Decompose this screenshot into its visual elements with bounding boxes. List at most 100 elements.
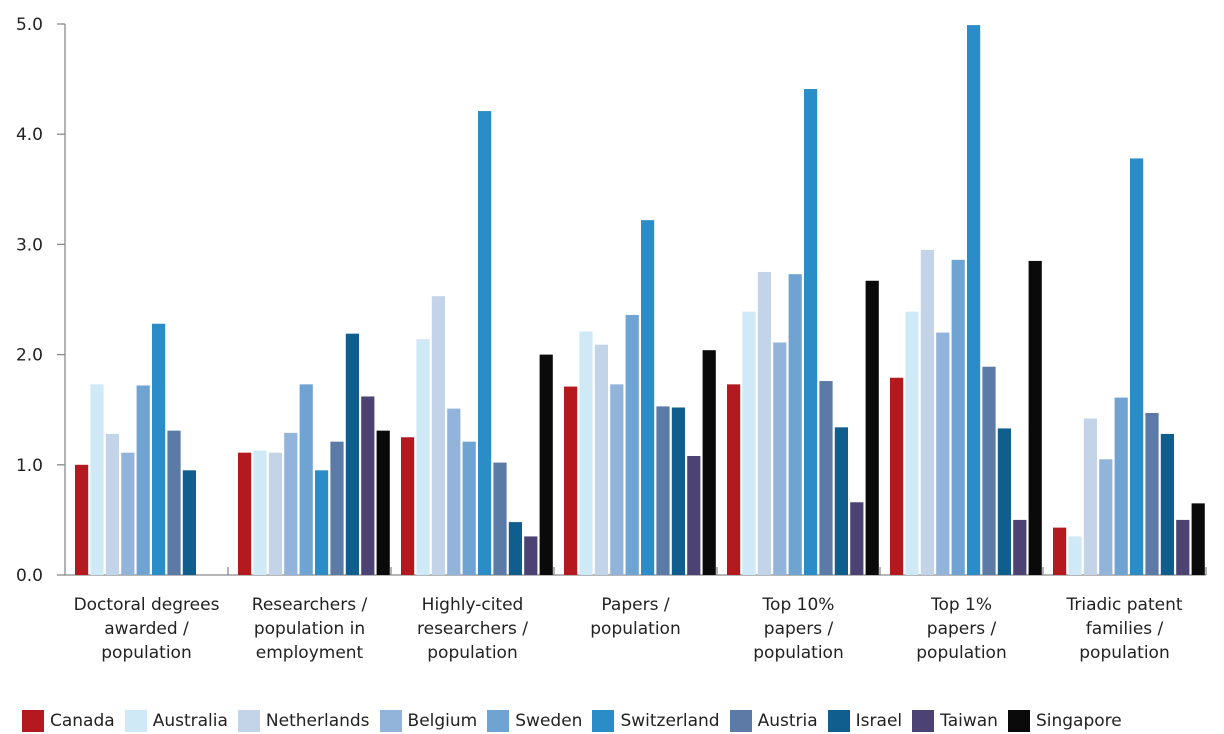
category-label-line: Top 1%	[930, 595, 992, 615]
bar-australia-6	[905, 311, 919, 575]
legend-item-taiwan: Taiwan	[912, 710, 998, 732]
legend-swatch	[379, 710, 402, 732]
bar-canada-4	[564, 386, 578, 575]
y-tick-label: 1.0	[16, 456, 43, 476]
legend-item-belgium: Belgium	[379, 710, 477, 732]
bar-canada-1	[75, 464, 89, 575]
bar-sweden-4	[625, 314, 639, 575]
bar-israel-6	[997, 428, 1011, 575]
bar-singapore-2	[376, 430, 390, 575]
bar-netherlands-1	[105, 433, 119, 575]
bar-singapore-3	[539, 354, 553, 575]
bar-sweden-1	[136, 385, 150, 575]
legend-swatch	[22, 710, 44, 732]
bar-netherlands-7	[1083, 418, 1097, 575]
bar-taiwan-7	[1176, 519, 1190, 575]
bar-netherlands-3	[431, 296, 445, 575]
category-label-line: Highly-cited	[422, 595, 524, 615]
category-label-line: population	[590, 619, 680, 639]
category-label-line: Researchers /	[252, 595, 368, 615]
category-label: Papers / population	[590, 595, 680, 639]
bar-switzerland-7	[1130, 158, 1144, 575]
bar-singapore-4	[702, 350, 716, 575]
bar-sweden-7	[1114, 397, 1128, 575]
category-label-line: population in	[254, 619, 365, 639]
legend-label: Australia	[152, 711, 228, 731]
bar-austria-7	[1145, 413, 1159, 575]
bar-netherlands-6	[920, 249, 934, 575]
legend-item-australia: Australia	[124, 710, 228, 732]
bar-belgium-7	[1099, 459, 1113, 575]
legend-item-sweden: Sweden	[487, 710, 582, 732]
bar-netherlands-5	[757, 271, 771, 575]
legend-label: Taiwan	[940, 711, 998, 731]
legend-swatch	[592, 710, 615, 732]
legend-swatch	[237, 710, 260, 732]
legend-item-austria: Austria	[729, 710, 818, 732]
bar-switzerland-4	[641, 220, 655, 575]
bar-switzerland-2	[315, 470, 329, 575]
y-tick-label: 0.0	[16, 566, 43, 586]
y-tick-label: 3.0	[16, 235, 43, 255]
legend-label: Canada	[50, 711, 115, 731]
legend-label: Switzerland	[620, 711, 720, 731]
bar-austria-4	[656, 406, 670, 575]
bar-netherlands-4	[594, 344, 608, 575]
y-tick-label: 5.0	[16, 15, 43, 35]
legend-swatch	[912, 710, 935, 732]
bar-belgium-5	[773, 342, 787, 575]
category-label: Researchers / population in employment	[252, 595, 368, 663]
category-label-line: Doctoral degrees	[74, 595, 220, 615]
legend-label: Netherlands	[265, 711, 370, 731]
category-label: Triadic patent families / population	[1065, 595, 1182, 663]
bar-australia-7	[1068, 536, 1082, 575]
bar-australia-1	[90, 384, 104, 575]
category-label-line: Papers /	[601, 595, 669, 615]
category-labels: Doctoral degrees awarded / population Resea…	[74, 595, 1183, 663]
category-label-line: Triadic patent	[1065, 595, 1182, 615]
bar-israel-2	[345, 333, 359, 575]
legend-swatch	[487, 710, 510, 732]
bars	[75, 25, 1205, 576]
bar-israel-5	[834, 427, 848, 575]
bar-canada-3	[401, 437, 415, 575]
legend-label: Israel	[855, 711, 903, 731]
legend-item-singapore: Singapore	[1007, 710, 1122, 732]
bar-singapore-5	[865, 280, 879, 575]
bar-australia-5	[742, 311, 756, 575]
bar-sweden-3	[462, 441, 476, 575]
bar-taiwan-2	[361, 396, 375, 575]
category-label-line: population	[101, 643, 191, 663]
bar-belgium-6	[936, 332, 950, 575]
bar-austria-1	[167, 430, 181, 575]
bar-israel-7	[1160, 433, 1174, 575]
bar-taiwan-6	[1013, 519, 1027, 575]
category-label-line: population	[427, 643, 517, 663]
bar-taiwan-5	[850, 502, 864, 575]
bar-belgium-4	[610, 384, 624, 575]
bar-australia-3	[416, 339, 430, 575]
bar-australia-2	[253, 450, 267, 575]
bar-switzerland-6	[967, 25, 981, 576]
y-tick-label: 2.0	[16, 346, 43, 366]
category-label-line: awarded /	[104, 619, 189, 639]
bar-belgium-1	[121, 452, 135, 575]
bar-australia-4	[579, 331, 593, 575]
bar-austria-6	[982, 366, 996, 575]
category-label: Highly-cited researchers / population	[417, 595, 528, 663]
bar-canada-6	[890, 377, 904, 575]
legend-swatch	[1007, 710, 1030, 732]
bar-canada-7	[1053, 527, 1067, 575]
legend-label: Austria	[757, 711, 818, 731]
category-label-line: population	[753, 643, 843, 663]
bar-belgium-3	[447, 408, 461, 575]
bar-israel-4	[671, 407, 685, 575]
category-label-line: employment	[256, 643, 364, 663]
legend-item-canada: Canada	[22, 710, 115, 732]
category-label-line: papers /	[927, 619, 997, 639]
category-label-line: families /	[1086, 619, 1164, 639]
legend-swatch	[124, 710, 147, 732]
category-label-line: researchers /	[417, 619, 528, 639]
bar-belgium-2	[284, 432, 298, 575]
